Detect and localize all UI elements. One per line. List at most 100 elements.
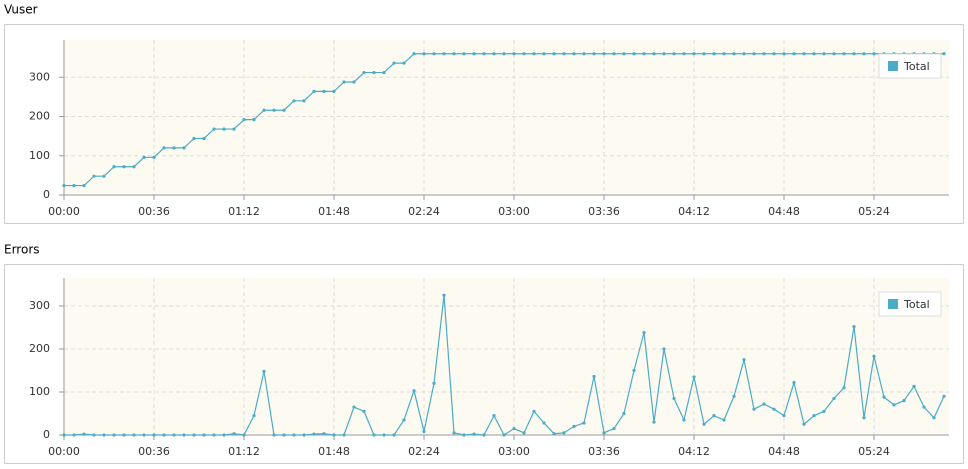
data-point — [452, 52, 456, 56]
data-point — [242, 433, 246, 437]
data-point — [372, 433, 376, 437]
data-point — [252, 414, 256, 418]
data-point — [652, 420, 656, 424]
x-tick-label: 03:00 — [498, 205, 530, 218]
data-point — [812, 52, 816, 56]
data-point — [712, 414, 716, 418]
data-point — [302, 99, 306, 103]
data-point — [682, 52, 686, 56]
x-tick-label: 00:36 — [138, 445, 170, 458]
data-point — [742, 52, 746, 56]
data-point — [922, 405, 926, 409]
data-point — [132, 433, 136, 437]
x-tick-label: 04:48 — [768, 205, 800, 218]
data-point — [562, 431, 566, 435]
x-tick-label: 03:00 — [498, 445, 530, 458]
data-point — [412, 52, 416, 56]
data-point — [92, 174, 96, 178]
data-point — [772, 52, 776, 56]
data-point — [552, 52, 556, 56]
data-point — [422, 52, 426, 56]
data-point — [842, 386, 846, 390]
data-point — [572, 52, 576, 56]
data-point — [542, 52, 546, 56]
data-point — [212, 433, 216, 437]
data-point — [882, 395, 886, 399]
data-point — [452, 431, 456, 435]
x-tick-label: 02:24 — [408, 205, 440, 218]
data-point — [252, 118, 256, 122]
data-point — [322, 89, 326, 94]
x-tick-label: 01:48 — [318, 445, 350, 458]
data-point — [322, 432, 326, 436]
data-point — [792, 380, 796, 385]
data-point — [212, 127, 216, 131]
chart-title: Errors — [4, 243, 40, 257]
data-point — [742, 358, 746, 362]
data-point — [182, 433, 186, 437]
data-point — [782, 52, 786, 56]
data-point — [762, 402, 766, 406]
data-point — [912, 384, 916, 388]
data-point — [242, 118, 246, 122]
x-tick-label: 00:00 — [48, 445, 80, 458]
data-point — [632, 52, 636, 56]
data-point — [652, 52, 656, 56]
data-point — [752, 52, 756, 56]
data-point — [612, 426, 616, 431]
data-point — [112, 165, 116, 169]
data-point — [382, 433, 386, 437]
data-point — [662, 52, 666, 56]
data-point — [582, 421, 586, 425]
y-tick-label: 300 — [29, 299, 50, 312]
data-point — [572, 424, 576, 428]
data-point — [312, 432, 316, 436]
data-point — [62, 433, 66, 437]
data-point — [832, 52, 836, 56]
data-point — [162, 433, 166, 437]
data-point — [152, 433, 156, 437]
data-point — [502, 52, 506, 56]
data-point — [472, 52, 476, 56]
data-point — [352, 80, 356, 84]
data-point — [282, 433, 286, 437]
data-point — [592, 52, 596, 56]
data-point — [412, 389, 416, 393]
data-point — [92, 433, 96, 437]
data-point — [82, 432, 86, 436]
data-point — [732, 394, 736, 398]
data-point — [812, 414, 816, 418]
data-point — [182, 146, 186, 150]
data-point — [622, 52, 626, 56]
data-point — [482, 433, 486, 437]
data-point — [532, 409, 536, 413]
data-point — [662, 347, 666, 351]
data-point — [72, 183, 76, 188]
data-point — [192, 433, 196, 437]
y-tick-label: 200 — [29, 110, 50, 123]
y-tick-label: 0 — [43, 428, 50, 441]
data-point — [502, 433, 506, 437]
data-point — [362, 409, 366, 413]
data-point — [872, 52, 876, 56]
data-point — [482, 52, 486, 56]
data-point — [172, 146, 176, 150]
data-point — [442, 52, 446, 56]
data-point — [802, 422, 806, 426]
data-point — [112, 433, 116, 437]
data-point — [902, 398, 906, 403]
data-point — [522, 52, 526, 56]
plot-area — [64, 278, 949, 435]
data-point — [852, 325, 856, 329]
data-point — [862, 416, 866, 420]
x-tick-label: 01:12 — [228, 445, 260, 458]
x-tick-label: 01:12 — [228, 205, 260, 218]
data-point — [422, 429, 426, 434]
x-tick-label: 01:48 — [318, 205, 350, 218]
data-point — [272, 433, 276, 437]
data-point — [712, 52, 716, 56]
data-point — [152, 155, 156, 159]
data-point — [202, 136, 206, 141]
data-point — [782, 414, 786, 418]
